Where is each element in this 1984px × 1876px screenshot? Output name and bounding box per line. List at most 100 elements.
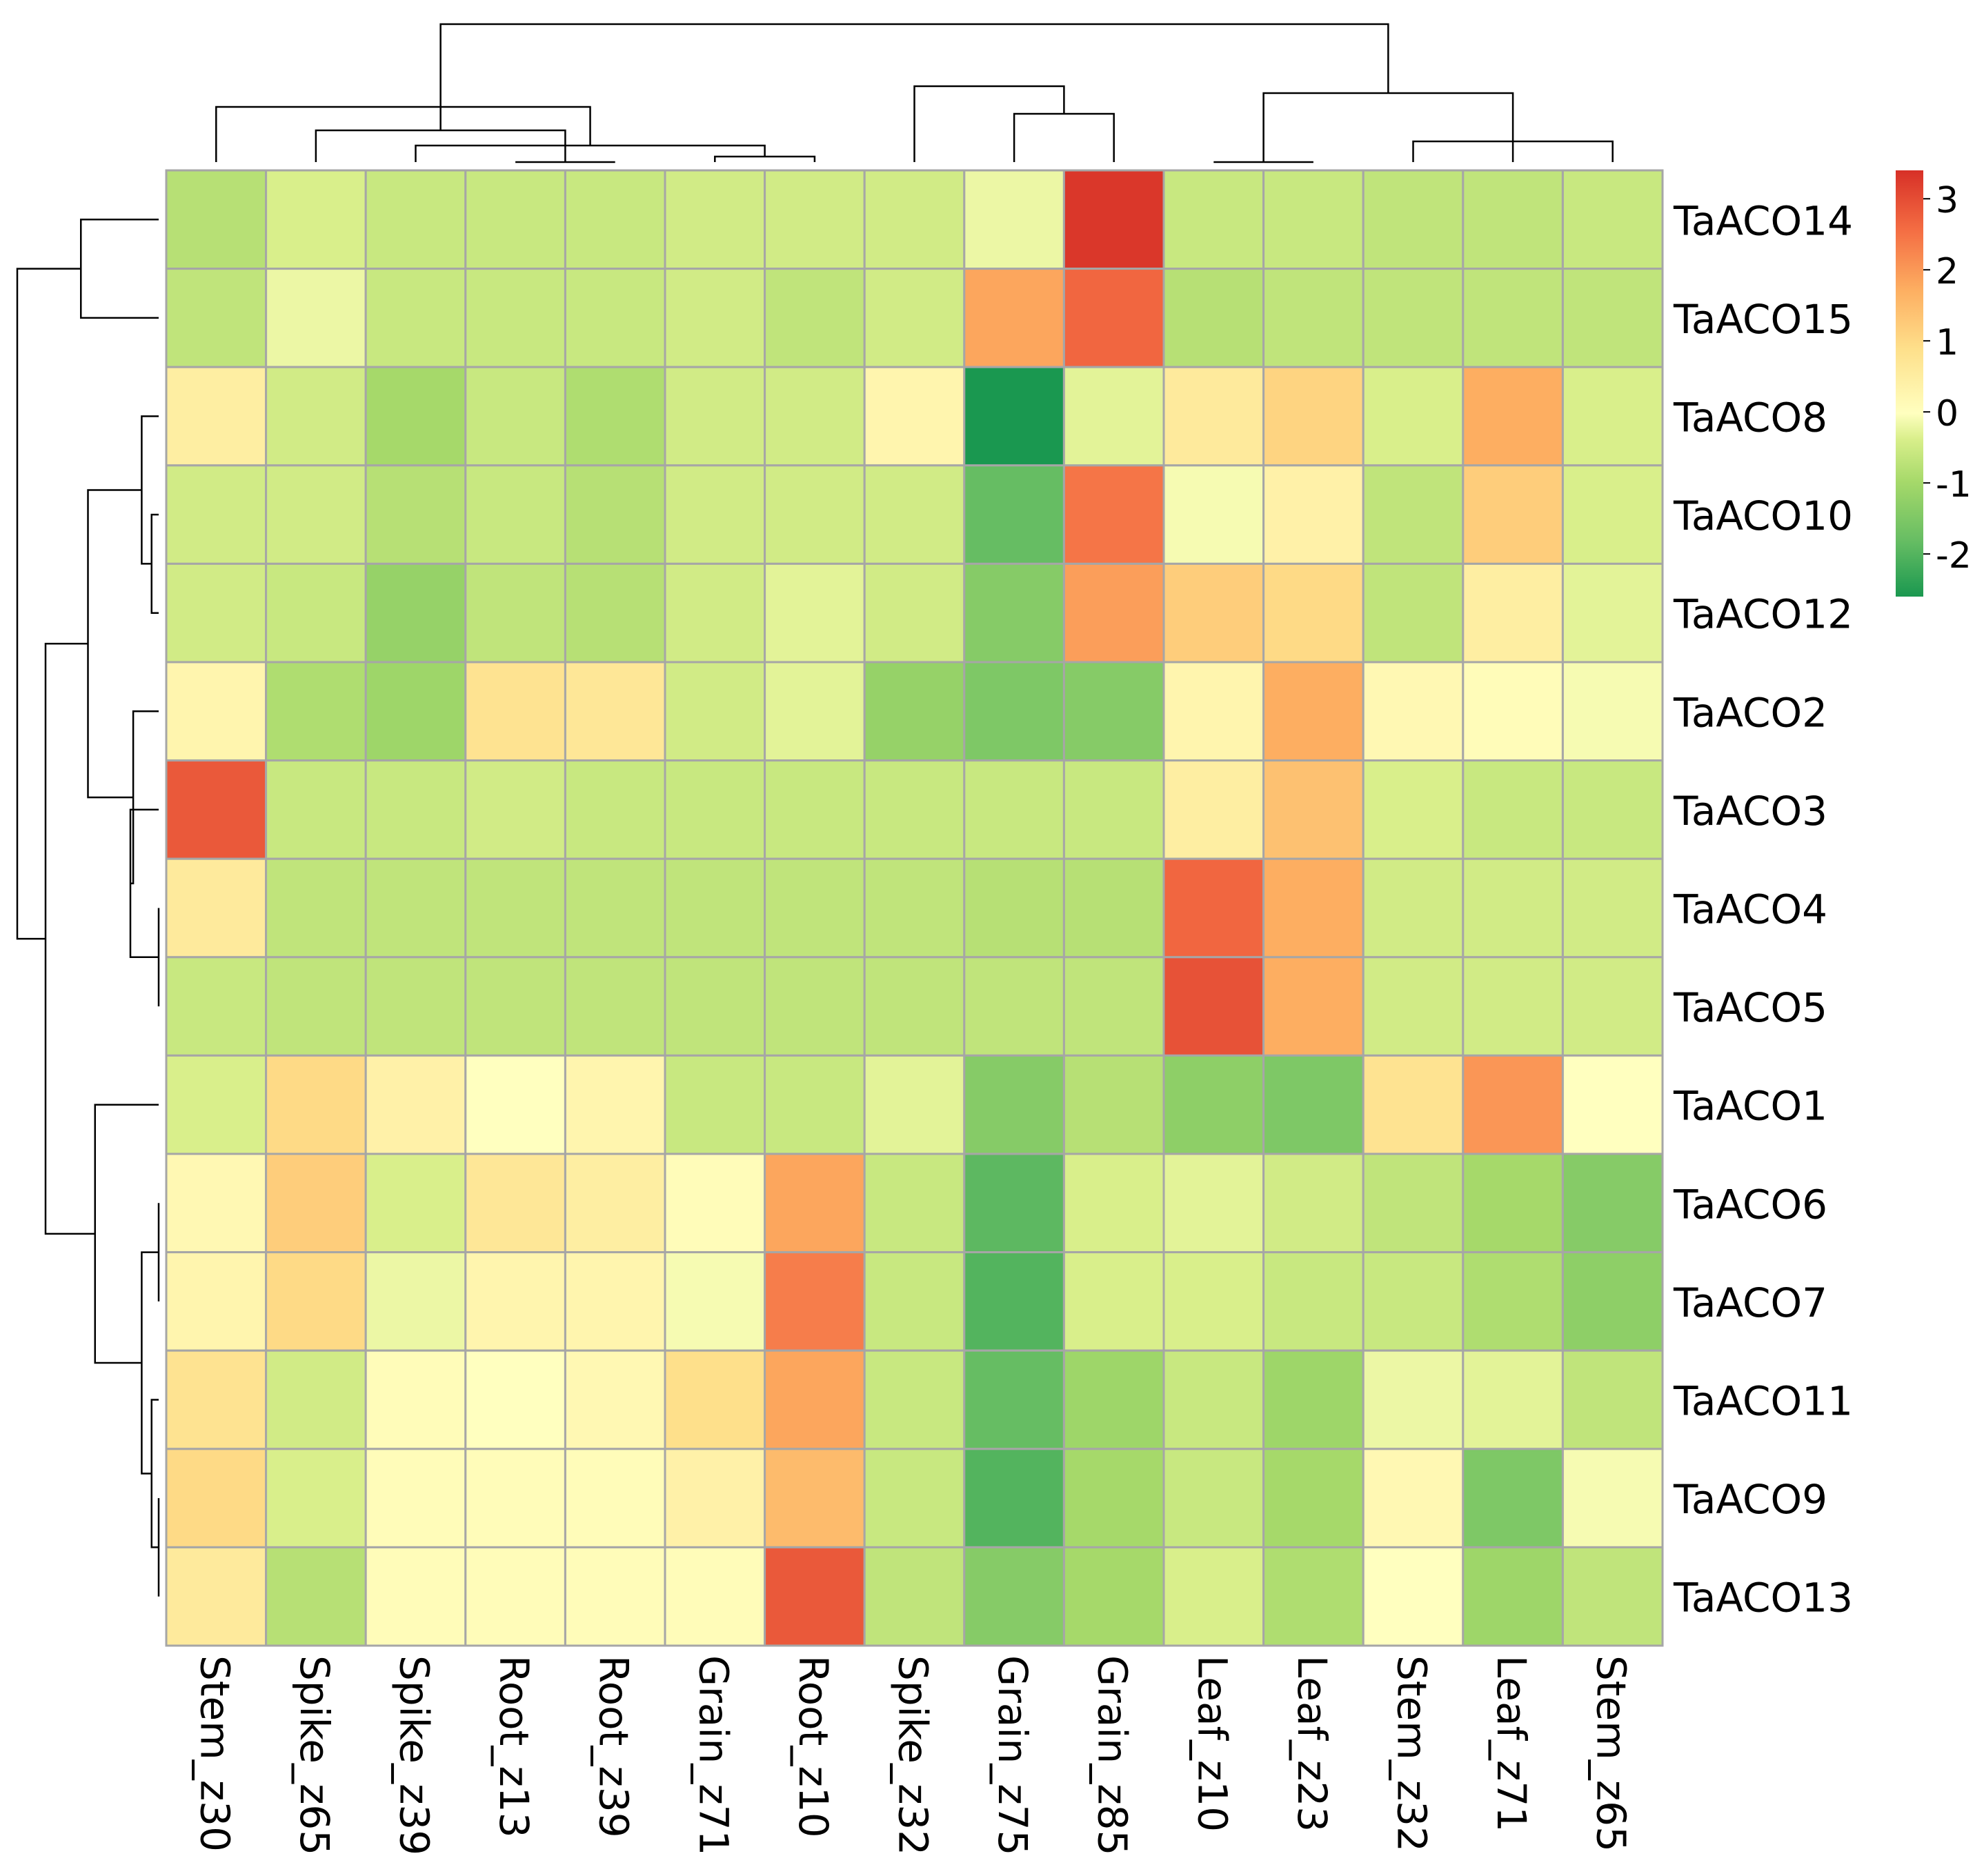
heatmap-cell: [1162, 661, 1265, 762]
heatmap-cell: [1561, 464, 1664, 565]
legend-tick-label: 2: [1936, 251, 1958, 292]
heatmap-cell: [1362, 1546, 1465, 1647]
heatmap-cell: [1062, 759, 1165, 860]
heatmap-cell: [1362, 956, 1465, 1057]
heatmap-cell: [364, 1349, 467, 1450]
heatmap-cell: [1162, 759, 1265, 860]
heatmap-cell: [564, 1349, 666, 1450]
heatmap-cell: [1162, 562, 1265, 663]
heatmap-cell: [564, 661, 666, 762]
heatmap-cell: [564, 169, 666, 270]
heatmap-cell: [364, 1251, 467, 1352]
heatmap-cell: [1262, 661, 1365, 762]
heatmap-cell: [1462, 366, 1564, 467]
heatmap-cell: [265, 169, 367, 270]
heatmap-cell: [764, 759, 866, 860]
heatmap-cell: [1062, 857, 1165, 959]
heatmap-cell: [1561, 562, 1664, 663]
heatmap-cell: [364, 366, 467, 467]
heatmap-cell: [1262, 562, 1365, 663]
heatmap-cell: [364, 464, 467, 565]
heatmap-cell: [564, 857, 666, 959]
heatmap-cell: [863, 1152, 966, 1254]
heatmap-cell: [1262, 1349, 1365, 1450]
heatmap-cell: [764, 1054, 866, 1155]
heatmap-cell: [364, 268, 467, 368]
column-label: Stem_z30: [191, 1655, 238, 1852]
dendrogram-branch: [80, 219, 159, 319]
heatmap-cell: [963, 1152, 1065, 1254]
dendrogram-branch: [215, 106, 591, 162]
dendrogram-branch: [130, 710, 159, 885]
legend-tick-label: 1: [1936, 322, 1958, 363]
heatmap-cell: [664, 562, 766, 663]
column-label: Root_z10: [790, 1655, 837, 1838]
heatmap-cell: [863, 1349, 966, 1450]
row-label: TaACO4: [1673, 886, 1827, 933]
color-legend: 3 2 1 0 -1 -2: [1896, 170, 1972, 597]
heatmap-cell: [863, 1448, 966, 1548]
heatmap-cell: [1362, 268, 1465, 368]
heatmap-cell: [1162, 1251, 1265, 1352]
heatmap-cell: [165, 1448, 268, 1548]
heatmap-cell: [165, 1546, 268, 1647]
heatmap-cell: [1362, 1152, 1465, 1254]
heatmap-cell: [364, 1546, 467, 1647]
row-labels: TaACO14 TaACO15 TaACO8 TaACO10 TaACO12 TaACO2…: [1673, 197, 1853, 1621]
heatmap-cell: [464, 268, 566, 368]
heatmap-cell: [1062, 1251, 1165, 1352]
heatmap-cell: [1062, 268, 1165, 368]
heatmap-cell: [1362, 857, 1465, 959]
heatmap-cell: [863, 759, 966, 860]
heatmap-cell: [464, 857, 566, 959]
heatmap-cell: [1462, 956, 1564, 1057]
heatmap-cell: [464, 956, 566, 1057]
heatmap-cell: [364, 1448, 467, 1548]
heatmap-cell: [165, 562, 268, 663]
heatmap-cell: [265, 562, 367, 663]
heatmap-cell: [664, 1054, 766, 1155]
heatmap-cell: [1462, 1448, 1564, 1548]
heatmap-cell: [464, 366, 566, 467]
dendrogram-branch: [1013, 112, 1115, 162]
heatmap-cell: [165, 1054, 268, 1155]
heatmap-cell: [564, 1152, 666, 1254]
heatmap-cell: [1362, 562, 1465, 663]
heatmap-cell: [1362, 1251, 1465, 1352]
heatmap-cell: [464, 661, 566, 762]
heatmap-cell: [165, 169, 268, 270]
heatmap-cell: [1062, 464, 1165, 565]
dendrogram-branch: [439, 23, 1389, 130]
heatmap-cell: [265, 464, 367, 565]
heatmap-cell: [1262, 169, 1365, 270]
heatmap-cell: [664, 464, 766, 565]
heatmap-cell: [863, 366, 966, 467]
heatmap-cell: [464, 1349, 566, 1450]
row-label: TaACO2: [1673, 689, 1827, 736]
heatmap-cell: [1262, 366, 1365, 467]
heatmap-cell: [265, 1251, 367, 1352]
heatmap-cell: [1362, 759, 1465, 860]
heatmap-cell: [664, 366, 766, 467]
heatmap-cell: [1561, 169, 1664, 270]
heatmap-cell: [764, 661, 866, 762]
heatmap-cell: [764, 1349, 866, 1450]
heatmap-cell: [863, 1546, 966, 1647]
heatmap-cell: [1262, 1054, 1365, 1155]
heatmap-cell: [1062, 1546, 1165, 1647]
heatmap-cell: [464, 169, 566, 270]
heatmap-cell: [764, 1251, 866, 1352]
heatmap-cell: [764, 562, 866, 663]
heatmap-cell: [1462, 1054, 1564, 1155]
heatmap-cell: [963, 661, 1065, 762]
heatmap-cell: [564, 268, 666, 368]
row-label: TaACO7: [1673, 1279, 1827, 1326]
heatmap-cell: [564, 464, 666, 565]
legend-color-bar: [1896, 170, 1923, 597]
heatmap-cell: [664, 1448, 766, 1548]
heatmap-cell: [265, 661, 367, 762]
heatmap-cell: [764, 1448, 866, 1548]
heatmap-cell: [664, 661, 766, 762]
heatmap-cell: [1062, 366, 1165, 467]
heatmap-cell: [265, 857, 367, 959]
